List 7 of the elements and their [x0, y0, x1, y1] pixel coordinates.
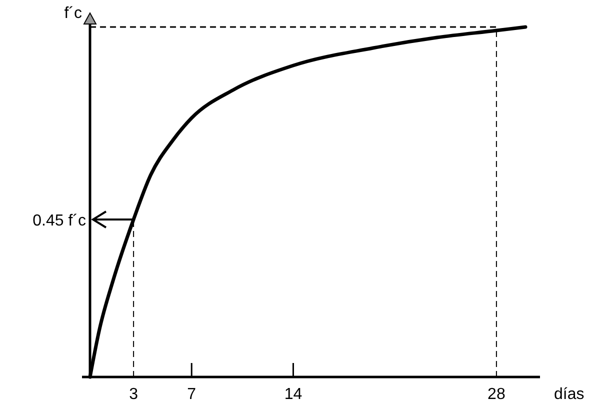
x-tick-label: 28 [488, 386, 506, 403]
x-tick-label: 14 [284, 386, 302, 403]
x-tick-label: 7 [187, 386, 196, 403]
ref-line-label: 0.45 f´c [32, 212, 86, 230]
y-axis-title: f´c [64, 5, 82, 22]
x-tick-label: 3 [129, 386, 138, 403]
x-axis-title: días [554, 386, 584, 403]
